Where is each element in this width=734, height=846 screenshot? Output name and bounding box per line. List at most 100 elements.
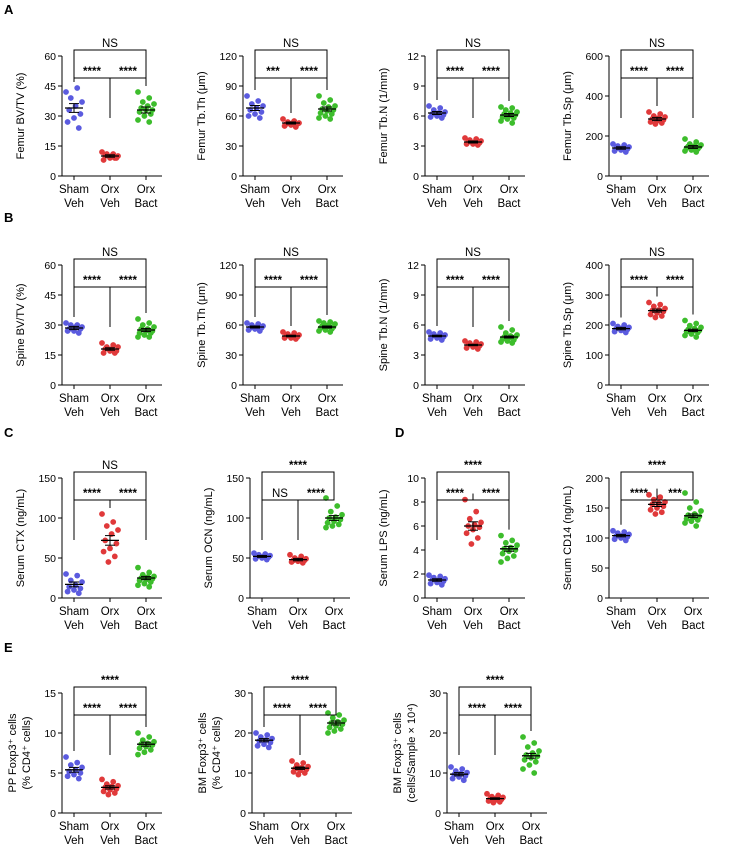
significance-bracket — [73, 471, 147, 512]
y-tick-label: 30 — [225, 350, 237, 362]
y-tick-label: 0 — [597, 593, 603, 605]
data-point — [693, 523, 700, 529]
data-point — [652, 511, 659, 517]
data-point — [141, 113, 148, 119]
x-tick-label: Bact — [134, 620, 158, 632]
y-tick-label: 0 — [413, 593, 419, 605]
y-tick-label: 100 — [38, 513, 56, 525]
chart-d1: 0 2 4 6 8 10 Serum LPS (ng/mL) Sham Veh Orx Veh Orx… — [378, 460, 525, 632]
x-tick-label: Veh — [64, 620, 84, 632]
y-tick-label: 6 — [413, 521, 419, 533]
y-tick-label: 100 — [585, 350, 603, 362]
y-tick-label: 2 — [413, 569, 419, 581]
significance-bracket — [436, 471, 510, 512]
x-tick-label: Orx — [282, 393, 301, 405]
significance-bracket — [494, 714, 532, 755]
data-point — [474, 346, 481, 352]
data-point — [327, 116, 334, 122]
data-point — [256, 115, 263, 121]
y-tick-label: 150 — [38, 473, 56, 485]
data-point — [698, 508, 704, 514]
data-point — [520, 766, 526, 772]
data-point — [509, 105, 516, 111]
x-tick-label: Veh — [254, 835, 274, 846]
x-tick-label: Veh — [611, 198, 631, 210]
x-tick-label: Veh — [252, 620, 272, 632]
data-point — [459, 766, 466, 772]
data-point — [79, 99, 85, 105]
y-tick-label: 12 — [407, 260, 419, 272]
data-point — [105, 559, 112, 565]
y-axis-label-line1: PP Foxp3⁺ cells — [7, 713, 19, 792]
x-tick-label: Orx — [327, 821, 346, 833]
data-point — [686, 505, 693, 511]
data-point — [316, 318, 322, 324]
x-tick-label: Sham — [247, 606, 277, 618]
significance-label: NS — [283, 247, 299, 259]
data-point — [682, 520, 688, 526]
x-tick-label: Veh — [427, 198, 447, 210]
y-axis-label: Femur Tb.N (1/mm) — [378, 68, 390, 164]
data-point — [693, 334, 700, 340]
panel-label-e: E — [4, 640, 13, 655]
y-tick-label: 6 — [413, 320, 419, 332]
significance-label: **** — [648, 460, 666, 472]
significance-bracket — [472, 286, 510, 327]
data-point — [253, 730, 259, 736]
data-point — [105, 791, 112, 798]
significance-label: *** — [266, 66, 280, 78]
data-point — [147, 579, 154, 585]
data-point — [75, 330, 82, 336]
significance-bracket — [290, 286, 328, 326]
y-tick-label: 0 — [50, 808, 56, 820]
x-tick-label: Bact — [134, 407, 158, 419]
data-point — [520, 734, 526, 740]
x-tick-label: Sham — [59, 393, 89, 405]
data-point — [427, 114, 434, 120]
significance-bracket — [297, 492, 335, 540]
data-point — [71, 771, 77, 778]
data-point — [71, 115, 77, 121]
y-tick-label: 10 — [429, 768, 441, 780]
data-point — [610, 527, 616, 534]
x-tick-label: Orx — [101, 606, 120, 618]
y-tick-label: 30 — [225, 141, 237, 153]
x-tick-label: Veh — [463, 198, 483, 210]
x-tick-label: Veh — [100, 198, 120, 210]
panel-label-a: A — [4, 2, 14, 17]
significance-bracket — [254, 286, 292, 326]
data-point — [426, 329, 432, 335]
significance-bracket — [656, 77, 694, 118]
data-point — [63, 754, 69, 760]
data-point — [682, 490, 688, 496]
x-tick-label: Orx — [464, 393, 483, 405]
y-tick-label: 120 — [219, 260, 237, 272]
x-tick-label: Bact — [519, 835, 543, 846]
x-tick-label: Sham — [59, 606, 89, 618]
chart-c2: 0 50 100 150 Serum OCN (ng/mL) Sham Veh Orx Veh O… — [203, 460, 350, 632]
data-point — [151, 101, 157, 107]
x-tick-label: Orx — [684, 606, 703, 618]
y-tick-label: 50 — [591, 563, 603, 575]
x-tick-label: Orx — [684, 393, 703, 405]
chart-e3: 0 10 20 30 BM Foxp3⁺ cells (cells/Sample × 10… — [392, 675, 547, 846]
data-point — [63, 320, 69, 326]
data-point — [658, 120, 665, 126]
significance-label: **** — [300, 66, 318, 78]
significance-label: NS — [649, 38, 665, 50]
data-point — [324, 519, 331, 526]
y-tick-label: 0 — [597, 171, 603, 183]
significance-label: **** — [289, 460, 307, 472]
y-tick-label: 6 — [413, 111, 419, 123]
data-point — [325, 730, 331, 736]
data-point — [438, 337, 445, 343]
data-point — [64, 773, 71, 780]
x-tick-label: Orx — [684, 184, 703, 196]
significance-bracket — [109, 499, 147, 540]
x-tick-label: Sham — [444, 821, 474, 833]
y-tick-label: 200 — [585, 473, 603, 485]
y-axis-label-line2: (cells/Sample × 10⁴) — [406, 703, 418, 802]
data-point — [462, 338, 468, 344]
data-point — [427, 336, 434, 342]
significance-label: **** — [504, 703, 522, 715]
